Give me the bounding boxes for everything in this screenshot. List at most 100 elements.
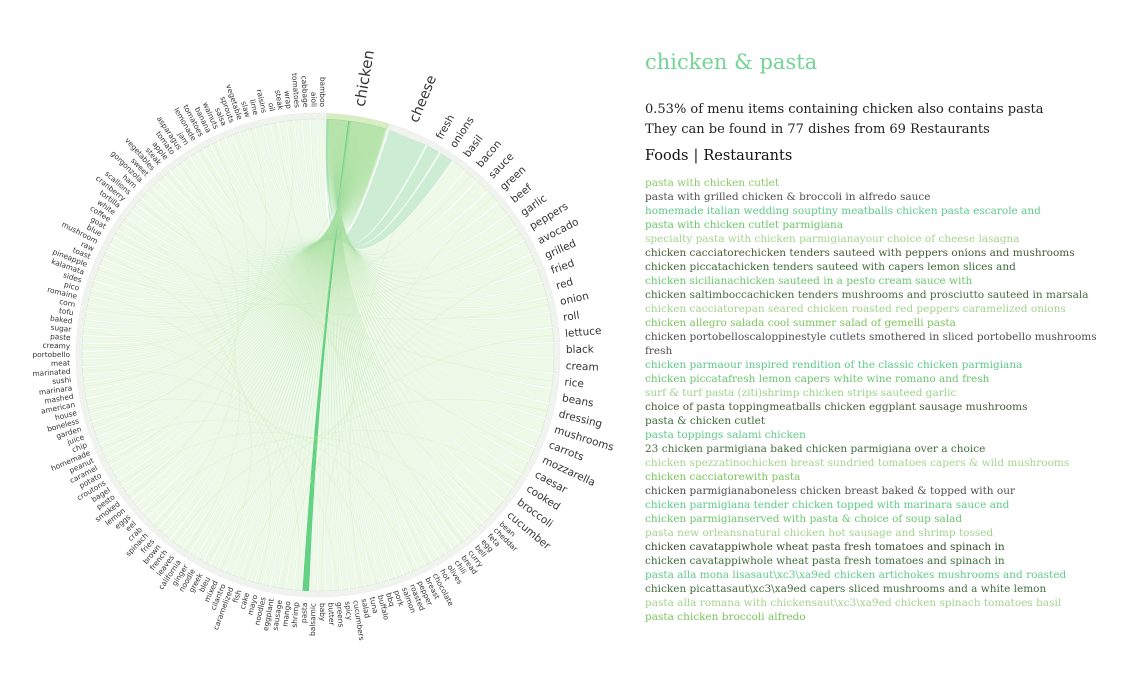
group-arc-walnuts[interactable] <box>215 132 225 142</box>
group-arc-mashed[interactable] <box>78 390 87 400</box>
dish-item[interactable]: chicken cacciatorechicken tenders sautee… <box>645 247 1075 259</box>
chord-ribbon-eggs[interactable] <box>136 122 361 512</box>
chord-ribbon-raisins[interactable] <box>263 123 385 242</box>
group-arc-portobello[interactable] <box>75 351 83 359</box>
chord-ribbon-mixed[interactable] <box>217 121 356 572</box>
dish-item[interactable]: pasta alla mona lisasaut\xc3\xa9ed chick… <box>645 569 1067 581</box>
group-label-oil[interactable]: oil <box>266 102 276 112</box>
group-arc-sprouts[interactable] <box>230 126 240 136</box>
group-label-lettuce[interactable]: lettuce <box>565 325 602 340</box>
chord-ribbon-smoked[interactable] <box>126 122 362 499</box>
dish-item[interactable]: chicken allegro salada cool summer salad… <box>645 317 956 329</box>
group-arc-mixed[interactable] <box>215 568 225 578</box>
chord-ribbon-caramelized[interactable] <box>232 121 355 578</box>
group-arc-marinara[interactable] <box>77 383 85 392</box>
group-arc-avocado[interactable] <box>524 237 537 254</box>
chord-ribbon-cucumber[interactable] <box>335 119 504 512</box>
group-label-red[interactable]: red <box>555 276 575 292</box>
group-arc-pineapple[interactable] <box>90 263 100 273</box>
chord-ribbon-steak[interactable] <box>164 126 380 255</box>
group-label-fried[interactable]: fried <box>549 257 576 276</box>
chord-ribbon-pepper[interactable] <box>337 120 418 572</box>
dish-item[interactable]: homemade italian wedding souptiny meatba… <box>645 205 1041 217</box>
chord-ribbon-chocolate[interactable] <box>337 119 432 566</box>
group-arc-rice[interactable] <box>551 373 560 390</box>
group-label-pasta[interactable]: pasta <box>299 602 309 623</box>
group-arc-kalamata[interactable] <box>88 271 97 281</box>
group-arc-cucumbers[interactable] <box>349 587 359 596</box>
group-arc-mushroom[interactable] <box>100 241 110 251</box>
group-arc-fresh[interactable] <box>426 139 443 153</box>
group-arc-black[interactable] <box>553 342 561 358</box>
group-arc-steak[interactable] <box>160 166 171 177</box>
group-arc-basil[interactable] <box>452 156 469 171</box>
dish-item[interactable]: pasta with chicken cutlet parmigiana <box>645 219 844 231</box>
group-arc-coffee[interactable] <box>112 220 123 231</box>
chord-ribbon-chip[interactable] <box>96 122 365 444</box>
chord-ribbon-cream[interactable] <box>332 119 555 373</box>
group-arc-fried[interactable] <box>537 265 549 283</box>
group-arc-mayo[interactable] <box>253 582 263 591</box>
chord-ribbon-olives[interactable] <box>337 119 446 558</box>
chord-ribbon-meat[interactable] <box>81 123 369 367</box>
chord-ribbon-bread[interactable] <box>337 119 459 549</box>
group-arc-dressing[interactable] <box>545 403 555 420</box>
chord-ribbon-basil[interactable] <box>326 118 465 252</box>
chord-ribbon-french[interactable] <box>170 121 359 544</box>
chord-ribbon-avocado[interactable] <box>329 119 532 285</box>
chord-ribbon-sweet[interactable] <box>152 125 379 258</box>
group-arc-caramelized[interactable] <box>230 574 240 584</box>
chord-ribbon-mayo[interactable] <box>255 121 354 585</box>
chord-ribbon-lemon[interactable] <box>131 122 362 506</box>
group-arc-potato[interactable] <box>104 466 114 476</box>
group-arc-caesar[interactable] <box>521 461 535 478</box>
chord-ribbon-buffalo[interactable] <box>335 120 381 585</box>
dish-item[interactable]: chicken parmigiana tender chicken topped… <box>645 499 1010 511</box>
group-label-pico[interactable]: pico <box>63 280 81 293</box>
group-arc-apple[interactable] <box>166 161 177 171</box>
group-arc-bagel[interactable] <box>112 479 123 490</box>
group-arc-peanut[interactable] <box>97 451 107 462</box>
group-label-aioli[interactable]: aioli <box>309 92 318 107</box>
dish-item[interactable]: chicken cacciatorewith pasta <box>645 471 801 483</box>
group-label-baby[interactable]: baby <box>318 603 327 622</box>
group-label-sushi[interactable]: sushi <box>52 375 72 386</box>
group-arc-mushrooms[interactable] <box>540 418 552 436</box>
group-arc-peppers[interactable] <box>516 223 530 241</box>
group-arc-house[interactable] <box>81 406 90 416</box>
group-label-wrap[interactable]: wrap <box>282 90 293 110</box>
chord-ribbon-spinach[interactable] <box>152 121 360 529</box>
group-arc-cilantro[interactable] <box>222 571 232 581</box>
group-arc-green[interactable] <box>487 186 503 203</box>
dish-item[interactable]: chicken picattasaut\xc3\xa9ed capers sli… <box>645 583 1047 595</box>
group-arc-roasted[interactable] <box>403 571 413 581</box>
chord-ribbon-red[interactable] <box>330 119 547 309</box>
group-arc-mango[interactable] <box>285 588 294 596</box>
chord-ribbon-tomatoes[interactable] <box>203 126 382 247</box>
group-arc-grilled[interactable] <box>531 251 544 268</box>
group-label-lime[interactable]: lime <box>248 98 261 116</box>
chord-ribbon-lime[interactable] <box>255 125 385 242</box>
group-arc-onions[interactable] <box>439 147 457 162</box>
group-arc-olives[interactable] <box>439 553 450 563</box>
chord-ribbon-grilled[interactable] <box>329 119 538 292</box>
chord-ribbon-chili[interactable] <box>337 119 453 554</box>
chord-ribbon-marinated[interactable] <box>82 123 369 375</box>
chord-ribbon-mashed[interactable] <box>84 123 368 398</box>
group-arc-shrimp[interactable] <box>293 589 302 597</box>
chord-ribbon-jam[interactable] <box>190 126 381 250</box>
group-arc-romaine[interactable] <box>81 294 90 304</box>
group-arc-ginger[interactable] <box>186 552 197 563</box>
group-arc-crab[interactable] <box>142 517 153 528</box>
chord-ribbon-bbq[interactable] <box>336 120 388 583</box>
group-arc-asparagus[interactable] <box>179 151 190 162</box>
chord-ribbon-bamboo[interactable] <box>318 118 388 240</box>
chord-ribbon-onion[interactable] <box>330 119 551 319</box>
chord-ribbon-kalamata[interactable] <box>94 124 374 299</box>
group-label-meat[interactable]: meat <box>51 358 71 368</box>
group-arc-cheese[interactable] <box>388 123 430 146</box>
chord-ribbon-gorgonzola[interactable] <box>147 125 379 260</box>
group-arc-leaves[interactable] <box>173 543 183 554</box>
group-arc-sides[interactable] <box>85 278 95 289</box>
group-arc-oil[interactable] <box>269 116 278 125</box>
